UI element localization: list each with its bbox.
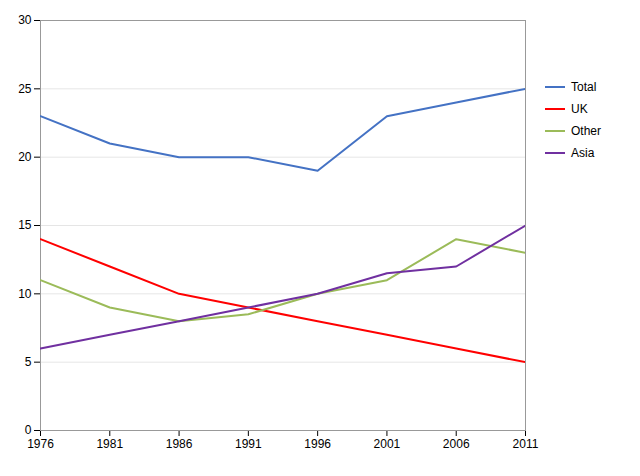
svg-text:10: 10	[18, 287, 32, 301]
svg-text:1996: 1996	[304, 437, 331, 451]
html-text:Other: Other	[571, 124, 601, 138]
html-text:UK: UK	[571, 102, 588, 116]
svg-text:2006: 2006	[443, 437, 470, 451]
html-text:Total: Total	[571, 80, 597, 94]
svg-text:15: 15	[18, 218, 32, 232]
svg-text:30: 30	[18, 13, 32, 27]
svg-text:1991: 1991	[235, 437, 262, 451]
html-text:Asia: Asia	[571, 146, 595, 160]
svg-text:1986: 1986	[166, 437, 193, 451]
svg-text:25: 25	[18, 82, 32, 96]
svg-text:5: 5	[25, 355, 32, 369]
svg-text:0: 0	[25, 423, 32, 437]
svg-text:2011: 2011	[513, 437, 539, 451]
svg-text:20: 20	[18, 150, 32, 164]
svg-text:1976: 1976	[27, 437, 54, 451]
svg-text:1981: 1981	[96, 437, 123, 451]
svg-text:2001: 2001	[374, 437, 401, 451]
